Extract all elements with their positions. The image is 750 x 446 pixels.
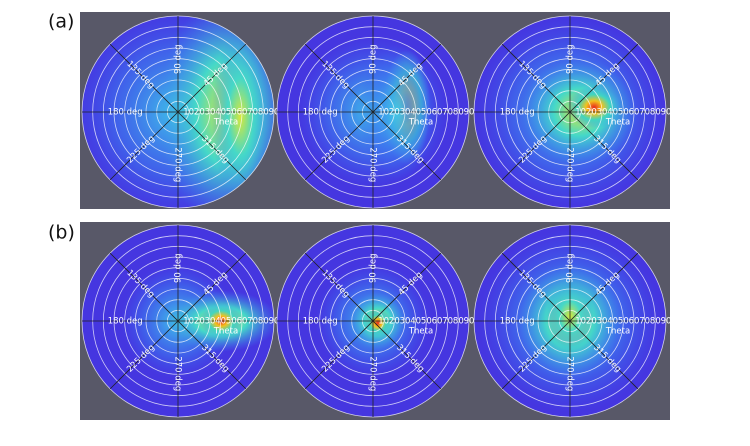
radial-label: 80 [650, 108, 661, 118]
radial-label: 90 [269, 317, 280, 327]
radial-label: 50 [421, 108, 432, 118]
radial-label: 30 [400, 317, 411, 327]
heat-blob [567, 86, 621, 129]
angle-label: 270 deg [173, 356, 183, 391]
radial-label: 40 [215, 108, 226, 118]
radial-title: Theta [605, 327, 630, 337]
radial-label: 40 [410, 108, 421, 118]
axis-line [501, 252, 639, 390]
angle-label: 180 deg [500, 108, 535, 118]
angle-label: 270 deg [173, 147, 183, 182]
radial-label: 40 [215, 317, 226, 327]
radial-label: 70 [247, 317, 258, 327]
radial-label: 40 [607, 108, 618, 118]
radial-label: 30 [205, 317, 216, 327]
radial-label: 90 [464, 108, 475, 118]
radial-label: 10 [575, 317, 586, 327]
radial-label: 70 [247, 108, 258, 118]
radial-label: 10 [575, 108, 586, 118]
radial-title: Theta [408, 327, 433, 337]
radial-label: 30 [205, 108, 216, 118]
radial-label: 60 [237, 108, 248, 118]
panel-label: (b) [48, 222, 75, 244]
radial-label: 30 [400, 108, 411, 118]
angle-label: 90 deg [174, 253, 184, 283]
radial-label: 50 [226, 108, 237, 118]
angle-label: 90 deg [369, 44, 379, 74]
angle-label: 270 deg [368, 356, 378, 391]
radial-label: 90 [661, 108, 672, 118]
radial-label: 70 [639, 108, 650, 118]
radial-label: 80 [650, 317, 661, 327]
angle-label: 180 deg [303, 317, 338, 327]
radial-label: 50 [618, 317, 629, 327]
angle-label: 180 deg [108, 108, 143, 118]
radial-label: 90 [269, 108, 280, 118]
radial-label: 70 [442, 108, 453, 118]
axis-line [109, 43, 247, 181]
angle-label: 90 deg [566, 253, 576, 283]
axis-line [304, 252, 442, 390]
angle-label: 90 deg [174, 44, 184, 74]
radial-title: Theta [605, 118, 630, 128]
radial-label: 80 [453, 317, 464, 327]
radial-label: 80 [258, 108, 269, 118]
radial-label: 60 [629, 317, 640, 327]
axis-line [304, 43, 442, 181]
radial-label: 10 [378, 317, 389, 327]
angle-label: 270 deg [565, 147, 575, 182]
radial-label: 20 [194, 108, 205, 118]
radial-label: 10 [183, 108, 194, 118]
radial-label: 40 [410, 317, 421, 327]
angle-label: 180 deg [500, 317, 535, 327]
radial-label: 70 [639, 317, 650, 327]
radial-label: 50 [421, 317, 432, 327]
radial-label: 20 [586, 108, 597, 118]
angle-label: 270 deg [565, 356, 575, 391]
radial-label: 20 [194, 317, 205, 327]
radial-label: 90 [464, 317, 475, 327]
angle-label: 90 deg [369, 253, 379, 283]
radial-label: 40 [607, 317, 618, 327]
radial-label: 60 [629, 108, 640, 118]
radial-label: 80 [453, 108, 464, 118]
radial-label: 20 [389, 108, 400, 118]
radial-label: 60 [237, 317, 248, 327]
axis-line [109, 252, 247, 390]
heat-blob [364, 309, 392, 337]
radial-label: 60 [432, 317, 443, 327]
radial-label: 90 [661, 317, 672, 327]
radial-label: 70 [442, 317, 453, 327]
radial-label: 60 [432, 108, 443, 118]
angle-label: 180 deg [108, 317, 143, 327]
radial-title: Theta [408, 118, 433, 128]
radial-label: 10 [183, 317, 194, 327]
radial-label: 80 [258, 317, 269, 327]
radial-label: 20 [389, 317, 400, 327]
radial-title: Theta [213, 327, 238, 337]
radial-label: 10 [378, 108, 389, 118]
radial-label: 50 [226, 317, 237, 327]
radial-label: 30 [597, 317, 608, 327]
angle-label: 180 deg [303, 108, 338, 118]
radial-label: 30 [597, 108, 608, 118]
angle-label: 270 deg [368, 147, 378, 182]
radial-label: 20 [586, 317, 597, 327]
radial-title: Theta [213, 118, 238, 128]
panel-label: (a) [48, 11, 74, 33]
axis-line [501, 43, 639, 181]
radial-label: 50 [618, 108, 629, 118]
angle-label: 90 deg [566, 44, 576, 74]
